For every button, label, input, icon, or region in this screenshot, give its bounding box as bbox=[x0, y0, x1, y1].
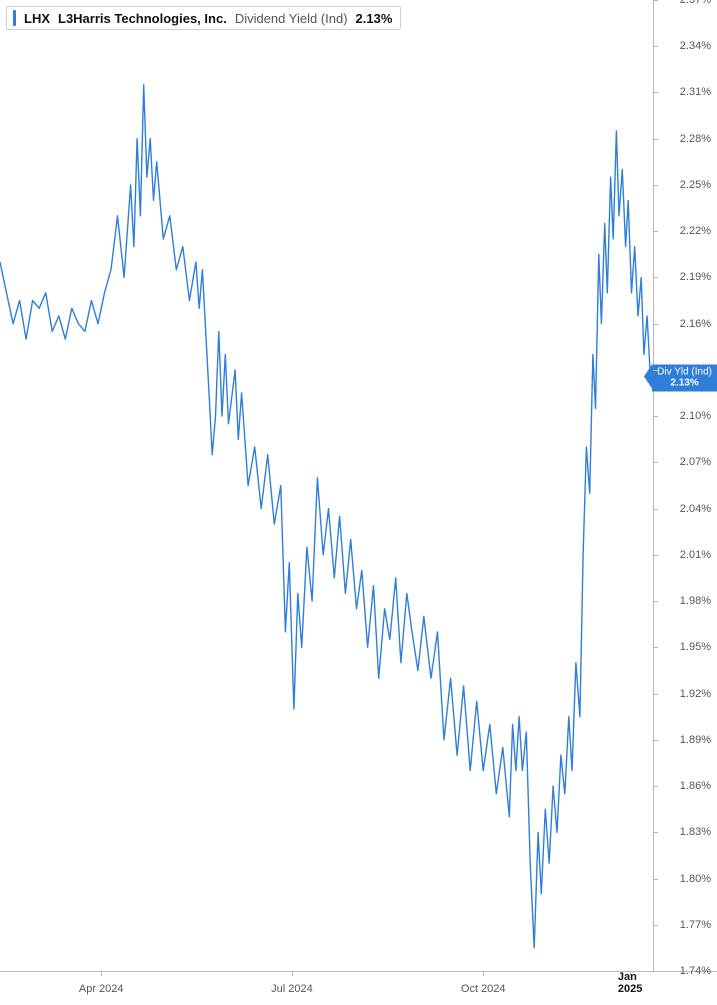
y-tick-label: 1.92% bbox=[680, 688, 711, 700]
y-axis: 2.37% 2.34% 2.31% 2.28% 2.25% 2.22% 2.19% 2.16%… bbox=[653, 0, 717, 971]
y-tick-label: 2.01% bbox=[680, 549, 711, 561]
x-tick-mark bbox=[483, 971, 484, 976]
price-line bbox=[0, 85, 650, 948]
x-tick-label: Jul 2024 bbox=[271, 983, 313, 995]
y-tick-label: 2.34% bbox=[680, 40, 711, 52]
y-tick-mark bbox=[653, 231, 658, 232]
y-tick-mark bbox=[653, 277, 658, 278]
chart-container: LHX L3Harris Technologies, Inc. Dividend… bbox=[0, 0, 717, 1005]
y-tick-label: 2.07% bbox=[680, 456, 711, 468]
y-tick-label: 2.28% bbox=[680, 133, 711, 145]
x-tick-mark bbox=[292, 971, 293, 976]
y-tick-mark bbox=[653, 601, 658, 602]
flag-label: Div Yld (Ind) bbox=[657, 366, 712, 378]
y-tick-label: 2.16% bbox=[680, 318, 711, 330]
x-tick-label: Apr 2024 bbox=[79, 983, 124, 995]
y-tick-label: 2.31% bbox=[680, 86, 711, 98]
x-tick-label: Oct 2024 bbox=[461, 983, 506, 995]
y-tick-label: 1.80% bbox=[680, 873, 711, 885]
y-tick-mark bbox=[653, 92, 658, 93]
x-tick-mark bbox=[630, 971, 631, 976]
y-tick-mark bbox=[653, 462, 658, 463]
y-tick-mark bbox=[653, 185, 658, 186]
y-tick-mark bbox=[653, 0, 658, 1]
y-tick-mark bbox=[653, 370, 658, 371]
y-tick-label: 1.74% bbox=[680, 965, 711, 977]
y-tick-label: 2.19% bbox=[680, 271, 711, 283]
y-tick-label: 2.25% bbox=[680, 179, 711, 191]
y-tick-mark bbox=[653, 786, 658, 787]
y-tick-label: 1.83% bbox=[680, 826, 711, 838]
y-tick-mark bbox=[653, 509, 658, 510]
y-tick-mark bbox=[653, 971, 658, 972]
y-tick-mark bbox=[653, 647, 658, 648]
y-tick-mark bbox=[653, 740, 658, 741]
y-tick-label: 1.98% bbox=[680, 595, 711, 607]
y-tick-mark bbox=[653, 694, 658, 695]
y-tick-mark bbox=[653, 139, 658, 140]
y-tick-label: 1.89% bbox=[680, 734, 711, 746]
y-tick-mark bbox=[653, 324, 658, 325]
y-tick-mark bbox=[653, 879, 658, 880]
y-tick-mark bbox=[653, 46, 658, 47]
y-tick-label: 1.95% bbox=[680, 641, 711, 653]
y-tick-label: 1.77% bbox=[680, 919, 711, 931]
x-axis: Apr 2024Jul 2024Oct 2024Jan 2025 bbox=[0, 971, 653, 1005]
y-tick-mark bbox=[653, 555, 658, 556]
y-tick-label: 2.04% bbox=[680, 503, 711, 515]
y-tick-mark bbox=[653, 832, 658, 833]
y-tick-label: 2.10% bbox=[680, 410, 711, 422]
y-tick-label: 1.86% bbox=[680, 780, 711, 792]
x-tick-mark bbox=[101, 971, 102, 976]
last-value-flag: Div Yld (Ind) 2.13% bbox=[652, 364, 717, 391]
y-tick-mark bbox=[653, 416, 658, 417]
flag-value: 2.13% bbox=[657, 378, 712, 390]
chart-plot-area[interactable] bbox=[0, 0, 653, 971]
y-tick-mark bbox=[653, 925, 658, 926]
y-tick-label: 2.22% bbox=[680, 225, 711, 237]
y-tick-label: 2.37% bbox=[680, 0, 711, 6]
